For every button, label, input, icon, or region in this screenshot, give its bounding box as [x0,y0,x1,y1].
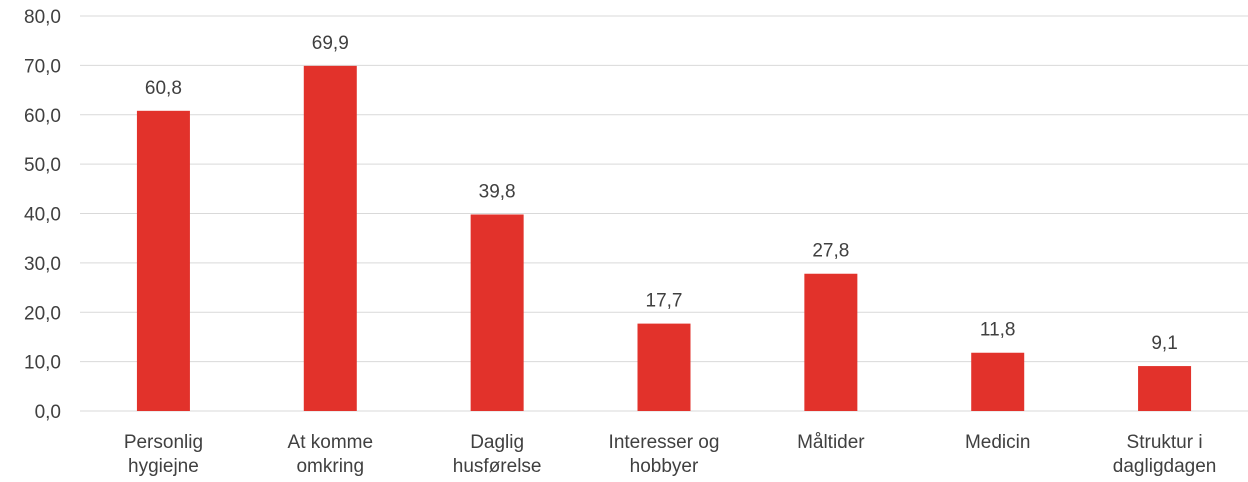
data-label: 27,8 [812,241,849,262]
bar [1138,366,1192,411]
y-tick-label: 0,0 [35,402,61,423]
x-category-label-line: husførelse [453,456,542,477]
y-tick-label: 10,0 [24,353,61,374]
x-category-label-line: hobbyer [630,456,699,477]
x-category-label-line: Daglig [470,432,524,453]
gridlines [80,15,1248,412]
bar [804,273,858,411]
data-label: 11,8 [980,320,1016,341]
x-category-label: Medicin [965,432,1030,453]
x-category-label-line: dagligdagen [1113,456,1217,477]
y-tick-label: 70,0 [24,56,61,77]
x-category-label-line: Personlig [124,432,203,453]
bar [470,214,524,411]
data-labels: 60,8 69,9 39,8 17,7 27,8 11,8 9,1 [145,33,1178,354]
y-tick-label: 30,0 [24,254,61,275]
x-category-label-line: hygiejne [128,456,199,477]
x-category-label: Daglig husførelse [453,432,542,477]
bar [637,323,691,411]
y-axis: 0,0 10,0 20,0 30,0 40,0 50,0 60,0 70,0 80,0 [24,7,61,423]
data-label: 9,1 [1151,333,1177,354]
x-category-label-line: Måltider [797,432,865,453]
bar [971,352,1025,411]
x-category-label: Personlig hygiejne [124,432,203,477]
bar [136,110,190,412]
x-category-label-line: omkring [296,456,364,477]
y-tick-label: 60,0 [24,106,61,127]
y-tick-label: 20,0 [24,303,61,324]
x-category-label-line: At komme [288,432,374,453]
x-category-label-line: Medicin [965,432,1030,453]
x-category-label-line: Struktur i [1127,432,1203,453]
x-category-label: At komme omkring [288,432,374,477]
data-label: 69,9 [312,33,349,54]
y-tick-label: 80,0 [24,7,61,28]
data-label: 39,8 [479,181,516,202]
bars [136,65,1192,412]
data-label: 60,8 [145,78,182,99]
x-axis: Personlig hygiejne At komme omkring Daglig hu… [124,432,1217,477]
y-tick-label: 50,0 [24,155,61,176]
data-label: 17,7 [646,291,683,312]
x-category-label-line: Interesser og [609,432,720,453]
x-category-label: Interesser og hobbyer [609,432,720,477]
y-tick-label: 40,0 [24,205,61,226]
bar [303,65,357,412]
x-category-label: Måltider [797,432,865,453]
x-category-label: Struktur i dagligdagen [1113,432,1217,477]
